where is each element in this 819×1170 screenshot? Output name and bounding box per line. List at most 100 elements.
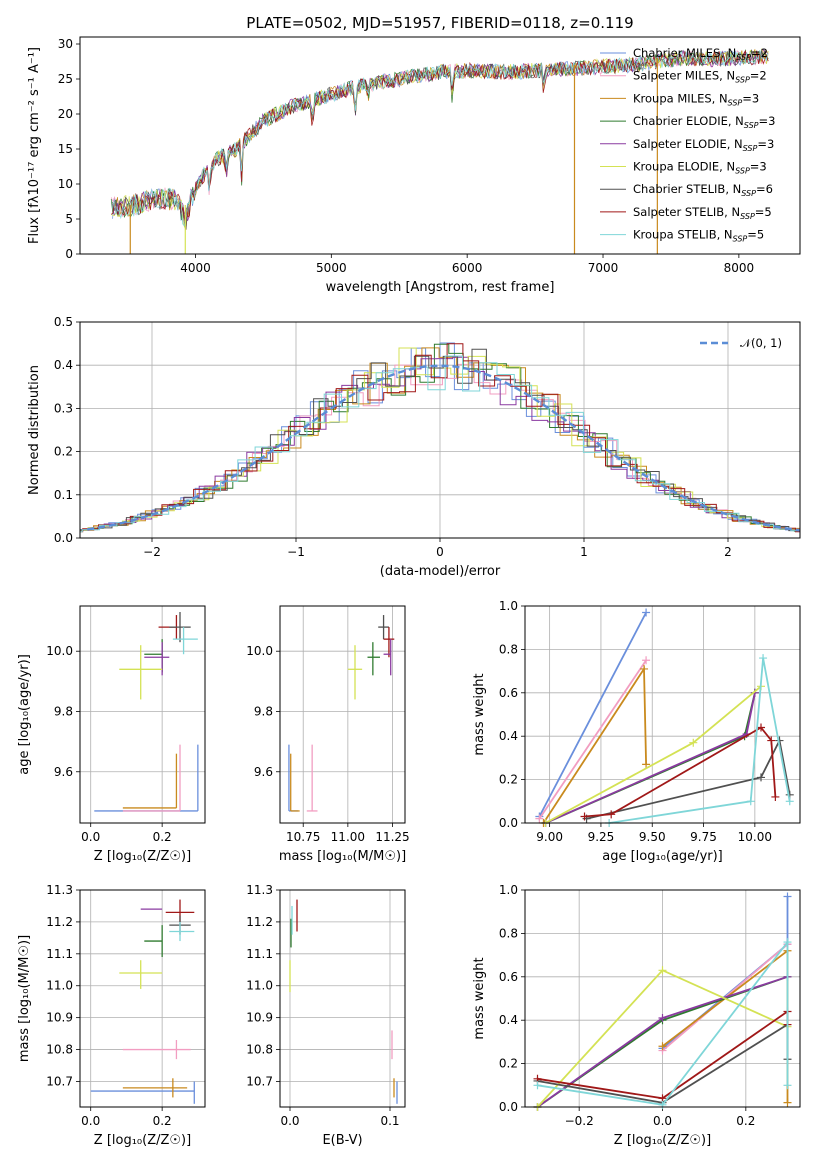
y-axis-label: age [log₁₀(age/yr)] — [17, 654, 32, 775]
y-tick-label: 0.4 — [54, 358, 73, 372]
axes-frame — [279, 605, 406, 824]
x-tick-label: 11.25 — [375, 830, 409, 844]
data-point-marker — [759, 654, 768, 663]
y-tick-label: 0.0 — [499, 816, 518, 830]
legend-entry: Salpeter ELODIE, NSSP=3 — [633, 137, 774, 153]
legend-text: Kroupa MILES, N — [633, 91, 728, 105]
panel-spectrum: 4000 5000 6000 7000 8000 0 5 10 15 20 25 30 waveleng… — [27, 36, 801, 295]
x-tick-label: 4000 — [180, 261, 211, 275]
normal-reference-curve — [87, 364, 801, 532]
x-tick-label: 8000 — [724, 261, 755, 275]
x-tick-label: 9.50 — [639, 830, 666, 844]
legend-tail: =6 — [756, 182, 773, 196]
legend-subscript: SSP — [735, 76, 750, 85]
y-tick-label: 0.5 — [54, 315, 73, 329]
y-tick-label: 5 — [65, 212, 73, 226]
spectrum-series-line — [112, 50, 769, 227]
histogram-series — [80, 348, 800, 532]
x-tick-label: −2 — [143, 545, 161, 559]
legend-text: Kroupa STELIB, N — [633, 228, 733, 242]
x-tick-label: 6000 — [452, 261, 483, 275]
data-point-marker — [658, 1042, 667, 1051]
legend-subscript: SSP — [735, 167, 750, 176]
panel-age-vs-Z: 0.0 0.2 9.6 9.8 10.0 Z [log₁₀(Z/Z☉)] age [log₁… — [17, 605, 206, 864]
x-axis-label: age [log₁₀(age/yr)] — [602, 849, 723, 864]
data-point-marker — [757, 723, 766, 732]
legend-subscript: SSP — [744, 121, 759, 130]
legend-text: Salpeter ELODIE, N — [633, 137, 743, 151]
data-point-marker — [658, 1014, 667, 1023]
y-tick-label: 15 — [58, 142, 73, 156]
data-point-marker — [689, 738, 698, 747]
panel-age-vs-mass: 10.75 11.00 11.25 9.6 9.8 10.0 mass [log₁₀(M/M… — [246, 605, 410, 864]
series-line — [586, 737, 791, 820]
data-point-marker — [757, 773, 766, 782]
axes-frame — [79, 321, 801, 539]
data-point-marker — [783, 938, 792, 947]
y-tick-label: 1.0 — [499, 883, 518, 897]
axes-frame — [79, 605, 206, 824]
data-point-marker — [771, 792, 780, 801]
x-axis-label: Z [log₁₀(Z/Z☉)] — [614, 1133, 711, 1148]
y-axis-label: Normed distribution — [27, 365, 42, 495]
y-tick-label: 0.6 — [499, 686, 518, 700]
legend-entry: Kroupa STELIB, NSSP=5 — [633, 228, 764, 244]
y-tick-label: 1.0 — [499, 599, 518, 613]
y-axis-label: Flux [fλ10⁻¹⁷ erg cm⁻² s⁻¹ A⁻¹] — [27, 47, 42, 244]
series-line — [538, 659, 647, 820]
data-point-marker — [642, 608, 651, 617]
y-tick-label: 11.1 — [46, 947, 73, 961]
panel-residuals: −2 −1 0 1 2 0.0 0.1 0.2 0.3 0.4 0.5 (data-model)/er… — [27, 315, 801, 579]
legend-text: Chabrier STELIB, N — [633, 182, 741, 196]
series-line — [537, 939, 789, 1106]
legend-tail: =2 — [751, 46, 768, 60]
data-point-marker — [783, 1098, 792, 1107]
legend-text: Salpeter MILES, N — [633, 69, 735, 83]
legend-tail: =5 — [747, 228, 764, 242]
legend-tail: =3 — [742, 91, 759, 105]
x-tick-label: −1 — [287, 545, 305, 559]
axes-frame — [79, 889, 206, 1108]
y-tick-label: 0.8 — [499, 642, 518, 656]
legend-tail: =5 — [755, 205, 772, 219]
y-tick-label: 0.0 — [499, 1100, 518, 1114]
x-tick-label: 0.2 — [153, 830, 172, 844]
data-point-marker — [535, 814, 544, 823]
legend-tail: =3 — [759, 114, 776, 128]
x-tick-label: 0.2 — [153, 1114, 172, 1128]
legend-entry: Salpeter MILES, NSSP=2 — [633, 69, 767, 85]
data-point-marker — [580, 812, 589, 821]
x-tick-label: 0.0 — [81, 1114, 100, 1128]
data-point-marker — [785, 797, 794, 806]
y-tick-label: 0.2 — [499, 1057, 518, 1071]
x-tick-label: 9.75 — [690, 830, 717, 844]
histogram-series — [80, 343, 800, 532]
legend-subscript: SSP — [741, 189, 756, 198]
x-tick-label: 0.0 — [653, 1114, 672, 1128]
x-axis-label: (data-model)/error — [380, 564, 501, 579]
data-point-marker — [746, 797, 755, 806]
y-tick-label: 0.3 — [54, 401, 73, 415]
data-point-marker — [658, 966, 667, 975]
data-point-marker — [767, 736, 776, 745]
x-tick-label: 2 — [724, 545, 732, 559]
legend-tail: =3 — [757, 137, 774, 151]
legend-text: Chabrier ELODIE, N — [633, 114, 744, 128]
y-tick-label: 11.0 — [246, 979, 273, 993]
panel-mass-vs-ebv: 0.0 0.1 10.7 10.8 10.9 11.0 11.1 11.2 11.3 E(B-V) — [246, 883, 406, 1148]
series-line — [538, 612, 647, 817]
y-tick-label: 9.6 — [254, 765, 273, 779]
panel-weight-vs-Z: −0.2 0.0 0.2 0.0 0.2 0.4 0.6 0.8 1.0 Z [log₁₀(Z/Z… — [472, 883, 801, 1148]
y-tick-label: 0.2 — [54, 445, 73, 459]
data-point-marker — [640, 664, 649, 673]
x-tick-label: 10.75 — [286, 830, 320, 844]
x-tick-label: 11.00 — [331, 830, 365, 844]
legend-subscript: SSP — [733, 235, 748, 244]
legend-subscript: SSP — [728, 98, 743, 107]
figure-title: PLATE=0502, MJD=51957, FIBERID=0118, z=0… — [246, 14, 633, 32]
y-tick-label: 10.8 — [246, 1043, 273, 1057]
legend-entry: Chabrier STELIB, NSSP=6 — [633, 182, 773, 198]
y-tick-label: 9.6 — [54, 765, 73, 779]
data-point-marker — [607, 810, 616, 819]
